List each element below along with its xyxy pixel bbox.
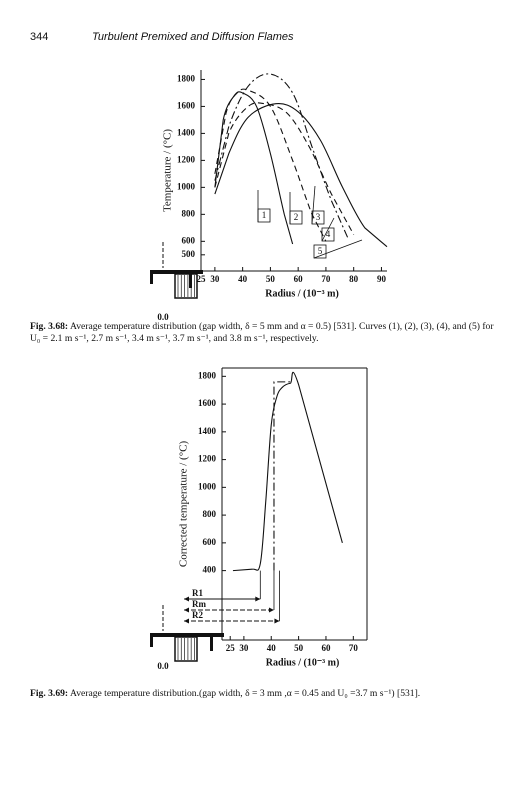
y-tick-label: 1400 bbox=[177, 127, 196, 137]
y-tick-label: 1600 bbox=[177, 100, 196, 110]
arrow-head bbox=[268, 607, 274, 613]
caption: Fig. 3.68: Average temperature distribut… bbox=[30, 321, 505, 345]
curve-label: 2 bbox=[294, 212, 299, 222]
y-tick-label: 1200 bbox=[177, 154, 196, 164]
x-tick-label: 50 bbox=[266, 274, 276, 284]
x-tick-label: 50 bbox=[294, 643, 304, 653]
caption-text: Average temperature distribution.(gap wi… bbox=[69, 688, 421, 699]
x-tick-label: 60 bbox=[294, 274, 304, 284]
burner-top bbox=[150, 270, 203, 274]
y-tick-label: 800 bbox=[182, 208, 196, 218]
curve bbox=[232, 371, 343, 572]
burner-left-wall bbox=[150, 635, 153, 647]
arrow-head bbox=[274, 618, 280, 624]
origin-label: 0.0 bbox=[157, 661, 169, 671]
curve-label-leader bbox=[311, 185, 316, 225]
x-axis-label: Radius / (10⁻³ m) bbox=[266, 657, 340, 668]
curve bbox=[214, 91, 294, 245]
y-tick-label: 1000 bbox=[177, 181, 196, 191]
y-tick-label: 500 bbox=[182, 249, 196, 259]
burner-top bbox=[150, 633, 224, 637]
arrow-head bbox=[255, 596, 261, 602]
x-tick-label: 80 bbox=[349, 274, 359, 284]
curve-label: 5 bbox=[318, 246, 323, 256]
y-tick-label: 1800 bbox=[177, 74, 196, 84]
x-tick-label: 25 bbox=[197, 274, 207, 284]
y-tick-label: 1800 bbox=[198, 370, 217, 380]
y-axis-label: Temperature / (°C) bbox=[162, 129, 174, 212]
y-tick-label: 1600 bbox=[198, 398, 217, 408]
curve-label-box bbox=[313, 244, 327, 259]
radius-label: R2 bbox=[192, 610, 203, 620]
curve bbox=[214, 103, 388, 248]
x-tick-label: 40 bbox=[267, 643, 277, 653]
x-tick-label: 30 bbox=[239, 643, 249, 653]
curve-label-leader bbox=[321, 217, 335, 242]
caption-label: Fig. 3.68: bbox=[30, 321, 69, 332]
radius-label: Rm bbox=[192, 599, 206, 609]
curve bbox=[214, 73, 349, 239]
burner-right-wall bbox=[189, 272, 192, 288]
origin-label: 0.0 bbox=[157, 312, 169, 322]
curve bbox=[273, 381, 291, 571]
arrow-head bbox=[184, 618, 189, 624]
y-axis-label: Corrected temperature / (°C) bbox=[178, 441, 190, 568]
x-axis-label: Radius / (10⁻³ m) bbox=[265, 288, 339, 299]
caption-label: Fig. 3.69: bbox=[30, 688, 69, 699]
curve bbox=[214, 88, 327, 242]
burner-left-wall bbox=[150, 272, 153, 284]
curve bbox=[214, 102, 355, 235]
curve-label: 3 bbox=[316, 212, 321, 222]
x-tick-label: 30 bbox=[210, 274, 220, 284]
arrow-head bbox=[184, 596, 189, 602]
x-tick-label: 25 bbox=[226, 643, 236, 653]
caption: Fig. 3.69: Average temperature distribut… bbox=[30, 688, 505, 700]
x-tick-label: 90 bbox=[377, 274, 387, 284]
curve-label: 1 bbox=[262, 210, 267, 220]
x-tick-label: 40 bbox=[238, 274, 248, 284]
running-title: Turbulent Premixed and Diffusion Flames bbox=[92, 31, 294, 43]
curve-label-box bbox=[321, 227, 335, 242]
page-number: 344 bbox=[30, 31, 49, 43]
x-tick-label: 70 bbox=[321, 274, 331, 284]
burner-right-wall bbox=[210, 635, 213, 651]
y-tick-label: 1200 bbox=[198, 454, 217, 464]
y-tick-label: 1400 bbox=[198, 426, 217, 436]
y-tick-label: 1000 bbox=[198, 481, 217, 491]
y-tick-label: 400 bbox=[203, 565, 217, 575]
radius-label: R1 bbox=[192, 588, 203, 598]
x-tick-label: 70 bbox=[349, 643, 359, 653]
caption-text: Average temperature distribution (gap wi… bbox=[30, 321, 494, 344]
x-tick-label: 60 bbox=[321, 643, 331, 653]
curve-label-leader bbox=[313, 239, 363, 259]
arrow-head bbox=[184, 607, 189, 613]
y-tick-label: 800 bbox=[203, 509, 217, 519]
y-tick-label: 600 bbox=[203, 537, 217, 547]
curve-label: 4 bbox=[326, 229, 331, 239]
y-tick-label: 600 bbox=[182, 235, 196, 245]
curve-label-box bbox=[311, 210, 325, 225]
